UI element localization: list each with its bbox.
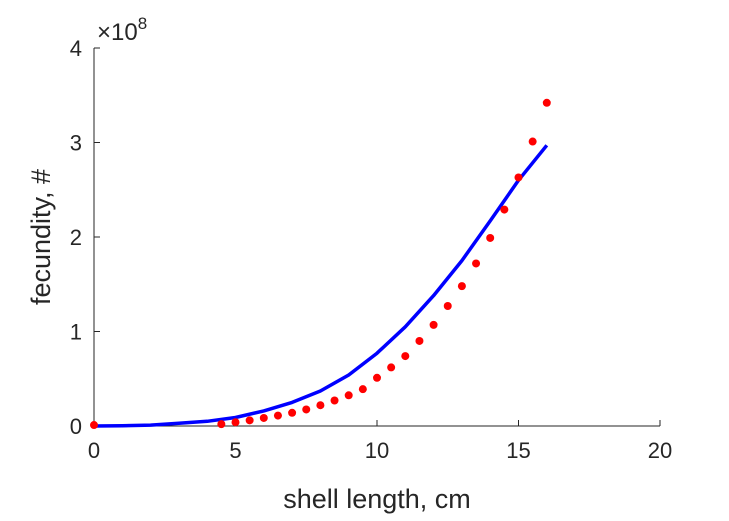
data-point	[486, 233, 495, 242]
labels: 0 5 10 15 20 0 1 2 3 4 ×108 shell length, cm fecundi…	[26, 14, 672, 514]
data-point	[344, 391, 353, 400]
data-point	[373, 373, 381, 382]
x-tick-label: 10	[365, 438, 389, 463]
data-point	[231, 418, 240, 427]
data-point	[259, 413, 268, 422]
data-point	[387, 363, 396, 372]
data-point	[273, 411, 282, 420]
data-point	[528, 137, 537, 146]
data-point	[443, 301, 452, 310]
data-point	[217, 420, 226, 429]
data-point	[429, 320, 438, 329]
x-tick-label: 15	[506, 438, 530, 463]
model-curve-line	[93, 144, 549, 428]
y-tick-label: 1	[70, 320, 82, 345]
data-point	[415, 336, 424, 345]
data-point	[401, 352, 410, 361]
x-tick-label: 0	[88, 438, 100, 463]
y-exponent-label: ×108	[97, 14, 147, 46]
data-point	[90, 421, 98, 430]
y-tick-label: 4	[70, 36, 82, 61]
data-point	[245, 416, 254, 425]
data-point	[542, 98, 551, 107]
axes	[93, 47, 661, 427]
data-point	[316, 401, 325, 410]
x-axis-label: shell length, cm	[283, 484, 471, 514]
data-point	[288, 408, 297, 417]
series-layer	[90, 98, 551, 430]
y-tick-label: 0	[70, 414, 82, 439]
y-tick-label: 2	[70, 225, 82, 250]
data-point	[358, 385, 367, 394]
data-point	[500, 205, 509, 214]
data-point	[302, 405, 311, 414]
data-point	[472, 259, 481, 268]
y-tick-label: 3	[70, 131, 82, 156]
data-point	[514, 173, 523, 182]
data-point	[457, 282, 466, 291]
x-tick-label: 20	[648, 438, 672, 463]
y-axis-label: fecundity, #	[26, 169, 56, 305]
x-tick-label: 5	[229, 438, 241, 463]
data-point	[330, 396, 339, 405]
